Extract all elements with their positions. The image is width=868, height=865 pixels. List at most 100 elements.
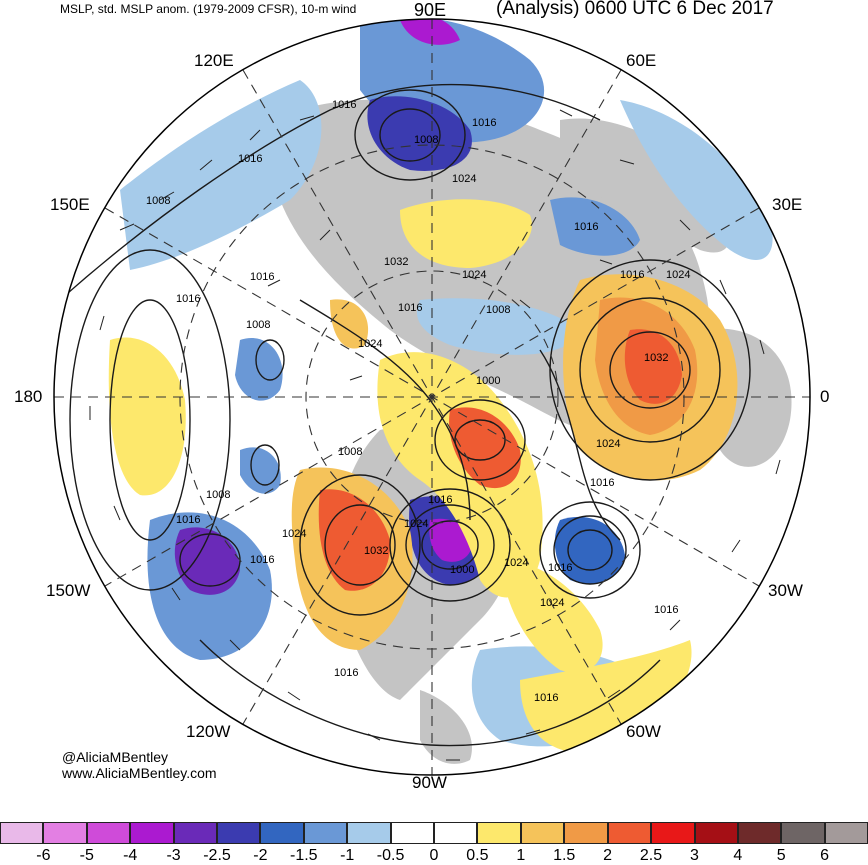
svg-text:1032: 1032	[364, 545, 388, 557]
svg-text:1016: 1016	[472, 117, 496, 129]
colorbar-cell	[86, 822, 131, 844]
svg-text:1016: 1016	[548, 562, 572, 574]
lon-label-120w: 120W	[186, 722, 231, 741]
svg-text:1032: 1032	[644, 352, 668, 364]
positive-anomalies	[108, 199, 738, 753]
svg-text:1016: 1016	[654, 604, 678, 616]
colorbar-label: -1	[340, 847, 355, 864]
isobars	[59, 83, 751, 747]
svg-text:1016: 1016	[176, 293, 200, 305]
colorbar-label: -1.5	[290, 847, 318, 864]
svg-text:1016: 1016	[176, 514, 200, 526]
colorbar-cell	[477, 822, 521, 844]
lon-label-60w: 60W	[626, 722, 661, 741]
svg-text:1016: 1016	[574, 221, 598, 233]
colorbar-label: 3	[689, 847, 699, 864]
colorbar-cell	[564, 822, 608, 844]
lon-label-120e: 120E	[194, 51, 234, 70]
svg-text:1016: 1016	[250, 554, 274, 566]
svg-text:1016: 1016	[428, 494, 452, 506]
svg-text:1024: 1024	[666, 269, 690, 281]
colorbar-cell	[520, 822, 565, 844]
map-boundary	[53, 18, 811, 776]
colorbar-label: 4	[733, 847, 743, 864]
colorbar-cell	[43, 822, 87, 844]
colorbar-cell	[173, 822, 218, 844]
lon-label-30e: 30E	[772, 195, 803, 214]
colorbar-label: 5	[776, 847, 786, 864]
map-description: MSLP, std. MSLP anom. (1979-2009 CFSR), …	[60, 2, 357, 16]
colorbar-label: -2	[253, 847, 268, 864]
colorbar-cell	[347, 822, 391, 844]
svg-text:1000: 1000	[450, 564, 474, 576]
svg-text:1008: 1008	[486, 304, 510, 316]
svg-text:1008: 1008	[146, 195, 170, 207]
credit-website: www.AliciaMBentley.com	[62, 765, 217, 781]
svg-text:1024: 1024	[462, 269, 486, 281]
svg-text:1016: 1016	[334, 667, 358, 679]
svg-text:1024: 1024	[452, 173, 476, 185]
colorbar-cell	[824, 822, 868, 844]
colorbar-label: 0	[429, 847, 439, 864]
svg-text:1016: 1016	[238, 153, 262, 165]
colorbar-cell	[781, 822, 825, 844]
colorbar-label: 2	[603, 847, 613, 864]
lon-label-180: 180	[14, 387, 43, 406]
svg-text:1008: 1008	[414, 134, 438, 146]
lon-label-0: 0	[820, 387, 830, 406]
svg-text:1016: 1016	[398, 302, 422, 314]
svg-text:1024: 1024	[540, 597, 564, 609]
lon-label-150e: 150E	[50, 195, 90, 214]
colorbar-label: 1.5	[553, 847, 576, 864]
svg-text:1024: 1024	[504, 557, 528, 569]
colorbar-cell	[390, 822, 435, 844]
colorbar-label: 1	[516, 847, 526, 864]
svg-text:1024: 1024	[404, 518, 428, 530]
analysis-time: (Analysis) 0600 UTC 6 Dec 2017	[496, 0, 774, 19]
svg-text:1024: 1024	[358, 338, 382, 350]
colorbar-label: -2.5	[203, 847, 231, 864]
colorbar-label: -3	[166, 847, 181, 864]
lon-label-150w: 150W	[46, 581, 91, 600]
svg-text:1008: 1008	[246, 319, 270, 331]
isobar-labels: 1016 1008 1016 1016 1008 1024 1016 1032 …	[146, 99, 690, 704]
svg-text:1008: 1008	[206, 489, 230, 501]
colorbar-cell	[607, 822, 652, 844]
lon-label-90e: 90E	[414, 0, 447, 20]
credit-twitter: @AliciaMBentley	[62, 749, 169, 765]
colorbar-cell	[434, 822, 478, 844]
colorbar-label: -5	[79, 847, 94, 864]
svg-text:1000: 1000	[476, 375, 500, 387]
colorbar-label: 0.5	[466, 847, 489, 864]
graticule	[54, 19, 810, 775]
colorbar-label: 6	[820, 847, 830, 864]
colorbar-cell	[694, 822, 738, 844]
svg-text:1016: 1016	[332, 99, 356, 111]
negative-anomalies	[120, 19, 773, 747]
svg-text:1016: 1016	[534, 692, 558, 704]
wind-barbs	[89, 109, 781, 761]
svg-text:1016: 1016	[590, 477, 614, 489]
colorbar-cell	[737, 822, 782, 844]
svg-text:1016: 1016	[620, 269, 644, 281]
svg-text:1016: 1016	[250, 271, 274, 283]
svg-text:1032: 1032	[384, 256, 408, 268]
colorbar-cell	[130, 822, 174, 844]
lon-label-60e: 60E	[626, 51, 657, 70]
colorbar-label: -6	[36, 847, 51, 864]
colorbar	[0, 822, 868, 844]
colorbar-cell	[260, 822, 304, 844]
polar-map: 1016 1008 1016 1016 1008 1024 1016 1032 …	[53, 18, 811, 776]
colorbar-label: -0.5	[376, 847, 405, 864]
lon-label-90w: 90W	[412, 773, 447, 792]
lon-label-30w: 30W	[768, 581, 803, 600]
svg-text:1024: 1024	[282, 528, 306, 540]
colorbar-cell	[651, 822, 695, 844]
colorbar-label: -4	[123, 847, 138, 864]
colorbar-label: 2.5	[639, 847, 663, 864]
colorbar-cell	[303, 822, 348, 844]
svg-text:1008: 1008	[338, 446, 362, 458]
colorbar-cell	[0, 822, 44, 844]
colorbar-cell	[217, 822, 261, 844]
svg-text:1024: 1024	[596, 438, 620, 450]
